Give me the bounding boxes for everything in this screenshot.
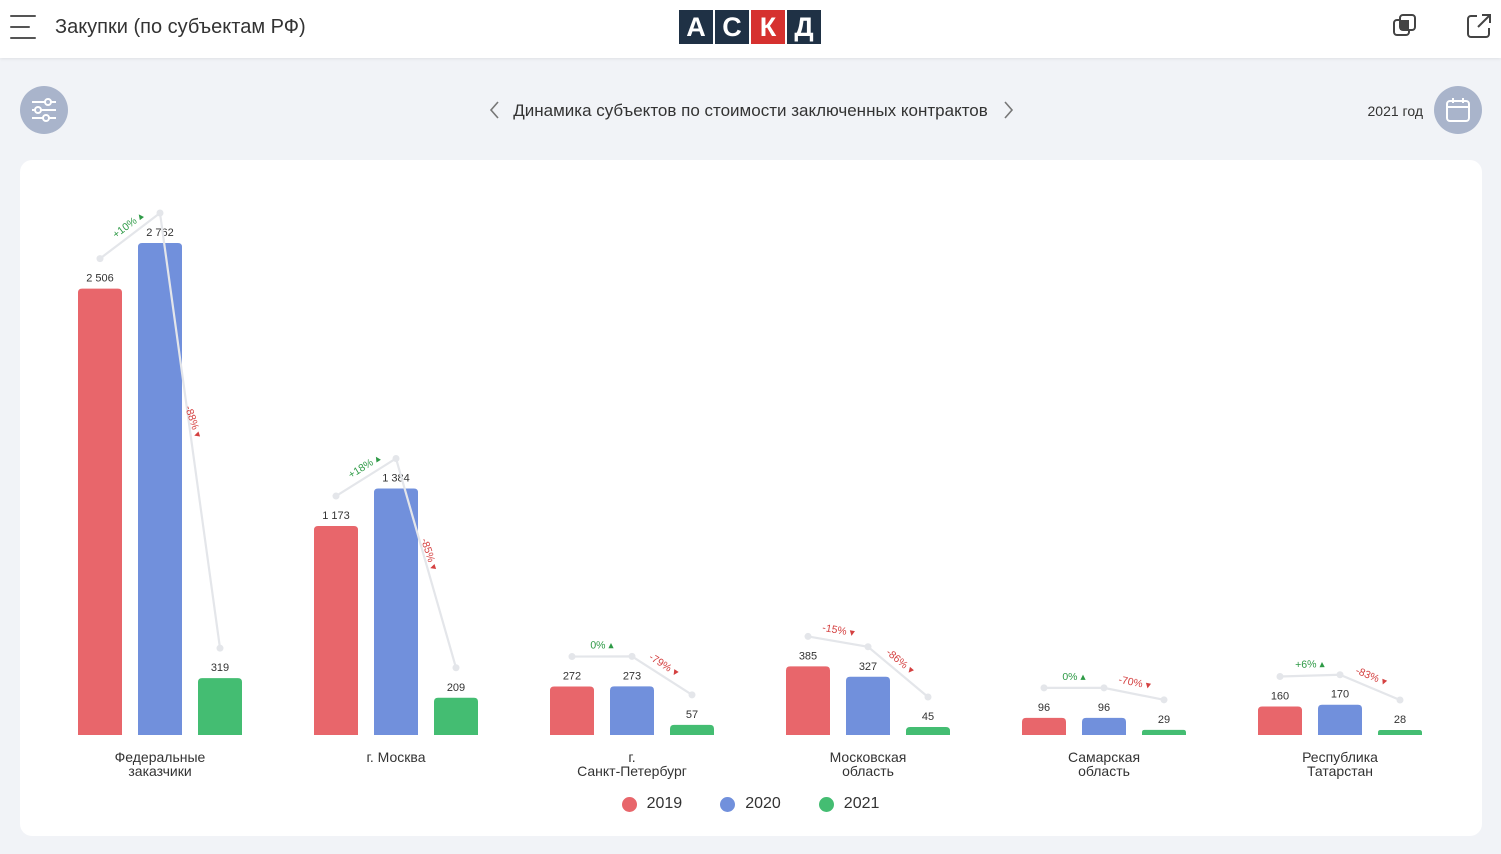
- chevron-left-icon[interactable]: [485, 98, 505, 122]
- legend-swatch: [621, 796, 637, 812]
- filter-sliders-icon: [32, 98, 56, 122]
- chevron-right-icon[interactable]: [998, 98, 1018, 122]
- copy-window-icon[interactable]: [1391, 12, 1419, 40]
- legend-label: 2019: [646, 795, 683, 812]
- chart-card: [20, 160, 1482, 836]
- open-external-icon[interactable]: [1465, 12, 1493, 40]
- app-title: Закупки (по субъектам РФ): [55, 16, 306, 38]
- logo-letter: Д: [787, 10, 821, 44]
- logo-letter: С: [715, 10, 749, 44]
- legend-label: 2021: [843, 795, 880, 812]
- chart-title: Динамика субъектов по стоимости заключен…: [513, 101, 988, 120]
- legend-swatch: [818, 796, 834, 812]
- filter-button[interactable]: [20, 86, 68, 134]
- legend-label: 2020: [745, 795, 781, 812]
- legend-item-2020[interactable]: 2020: [720, 795, 781, 813]
- calendar-button[interactable]: [1434, 86, 1482, 134]
- legend-swatch: [720, 796, 736, 812]
- top-bar: Закупки (по субъектам РФ) А С К Д: [0, 0, 1501, 58]
- legend-item-2019[interactable]: 2019: [621, 795, 683, 813]
- legend-item-2021[interactable]: 2021: [818, 795, 880, 813]
- logo-letter: А: [679, 10, 713, 44]
- calendar-icon: [1446, 98, 1470, 122]
- logo-letter: К: [751, 10, 785, 44]
- brand-logo: А С К Д: [679, 10, 821, 44]
- menu-icon[interactable]: [10, 13, 36, 41]
- period-label: 2021 год: [1367, 103, 1423, 119]
- chart-legend: 2019 2020 2021: [0, 795, 1501, 813]
